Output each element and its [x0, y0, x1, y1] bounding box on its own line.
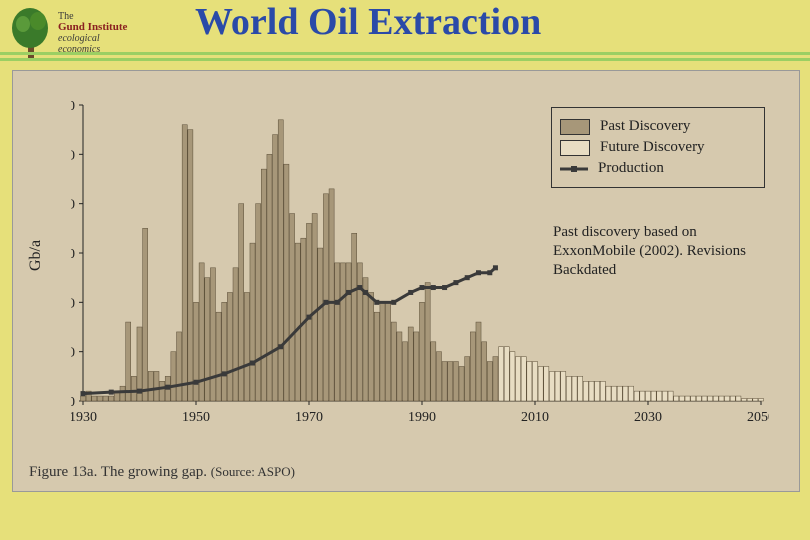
swatch-past-icon — [560, 119, 590, 135]
slide: The Gund Institute ecological economics … — [0, 0, 810, 540]
svg-text:1970: 1970 — [295, 410, 323, 425]
legend-future: Future Discovery — [560, 139, 756, 156]
chart-figure: Gb/a 01020304050601930195019701990201020… — [12, 70, 800, 492]
slide-title: World Oil Extraction — [195, 0, 541, 44]
divider-top — [0, 52, 810, 55]
svg-text:10: 10 — [71, 346, 75, 361]
svg-text:50: 50 — [71, 148, 75, 163]
legend: Past Discovery Future Discovery Producti… — [551, 107, 765, 188]
svg-text:0: 0 — [71, 395, 75, 410]
svg-text:2010: 2010 — [521, 410, 549, 425]
logo-eco: ecological — [58, 33, 100, 44]
svg-text:30: 30 — [71, 247, 75, 262]
y-axis-label: Gb/a — [27, 240, 45, 271]
legend-prod: Production — [560, 160, 756, 177]
caption-main: Figure 13a. The growing gap. — [29, 464, 207, 480]
divider-bottom — [0, 58, 810, 61]
legend-past-label: Past Discovery — [600, 118, 690, 135]
logo-gund: Gund Institute — [58, 21, 127, 33]
slide-header: The Gund Institute ecological economics … — [0, 0, 810, 68]
svg-text:1990: 1990 — [408, 410, 436, 425]
legend-future-label: Future Discovery — [600, 139, 705, 156]
svg-text:2030: 2030 — [634, 410, 662, 425]
svg-text:60: 60 — [71, 99, 75, 114]
legend-prod-label: Production — [598, 160, 664, 177]
swatch-production-icon — [560, 162, 588, 176]
swatch-future-icon — [560, 140, 590, 156]
figure-caption: Figure 13a. The growing gap. (Source: AS… — [29, 464, 295, 481]
logo-text: The Gund Institute ecological economics — [58, 11, 127, 55]
svg-text:1950: 1950 — [182, 410, 210, 425]
chart-note: Past discovery based on ExxonMobile (200… — [553, 223, 763, 280]
svg-text:1930: 1930 — [71, 410, 97, 425]
svg-text:40: 40 — [71, 198, 75, 213]
svg-text:2050: 2050 — [747, 410, 769, 425]
legend-past: Past Discovery — [560, 118, 756, 135]
svg-text:20: 20 — [71, 296, 75, 311]
caption-source: (Source: ASPO) — [211, 464, 295, 479]
